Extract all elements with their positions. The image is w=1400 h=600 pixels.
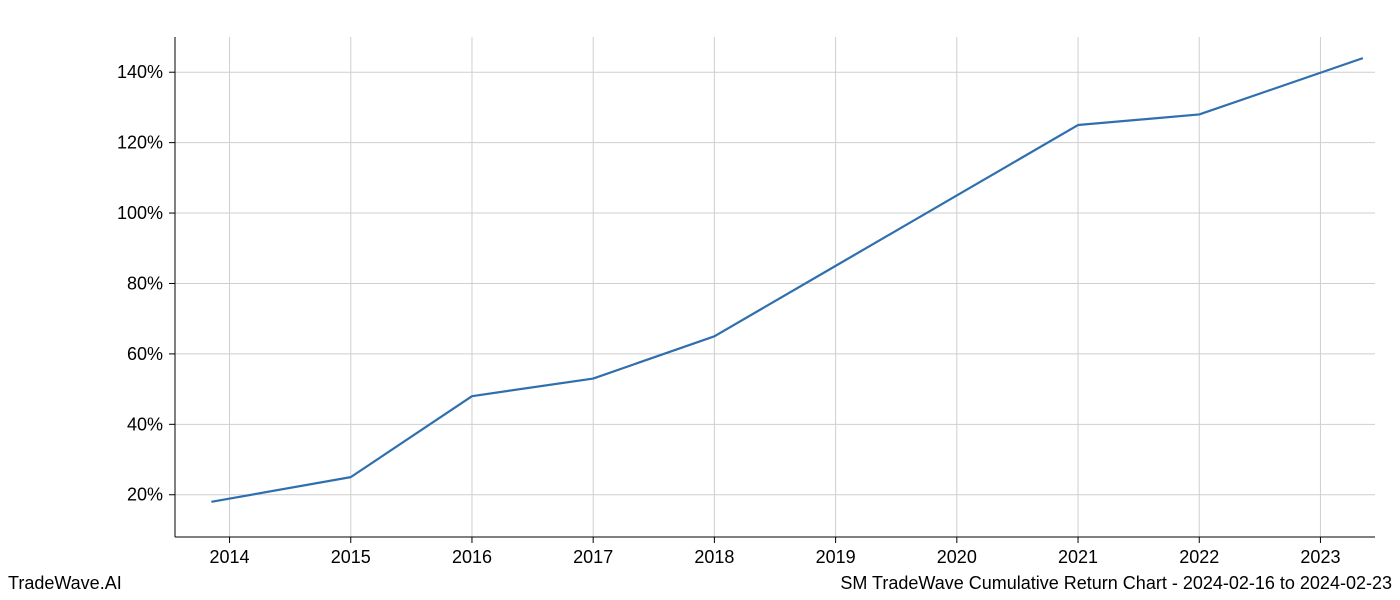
line-chart: 2014 2015 2016 2017 2018 2019 2020 2021 2022 2023…: [0, 0, 1400, 600]
y-tick-label: 40%: [127, 414, 163, 434]
x-tick-label: 2016: [452, 547, 492, 567]
x-tick-label: 2018: [694, 547, 734, 567]
chart-container: 2014 2015 2016 2017 2018 2019 2020 2021 2022 2023…: [0, 0, 1400, 600]
x-tick-label: 2020: [937, 547, 977, 567]
x-tick-label: 2019: [816, 547, 856, 567]
x-tick-label: 2023: [1300, 547, 1340, 567]
x-tick-label: 2014: [210, 547, 250, 567]
y-tick-label: 20%: [127, 485, 163, 505]
x-tick-label: 2017: [573, 547, 613, 567]
x-tick-label: 2022: [1179, 547, 1219, 567]
y-tick-label: 60%: [127, 344, 163, 364]
y-tick-label: 80%: [127, 273, 163, 293]
x-tick-label: 2015: [331, 547, 371, 567]
footer-right-label: SM TradeWave Cumulative Return Chart - 2…: [840, 573, 1392, 594]
y-tick-label: 120%: [117, 133, 163, 153]
footer-left-label: TradeWave.AI: [8, 573, 122, 594]
y-tick-label: 100%: [117, 203, 163, 223]
y-tick-label: 140%: [117, 62, 163, 82]
x-tick-label: 2021: [1058, 547, 1098, 567]
